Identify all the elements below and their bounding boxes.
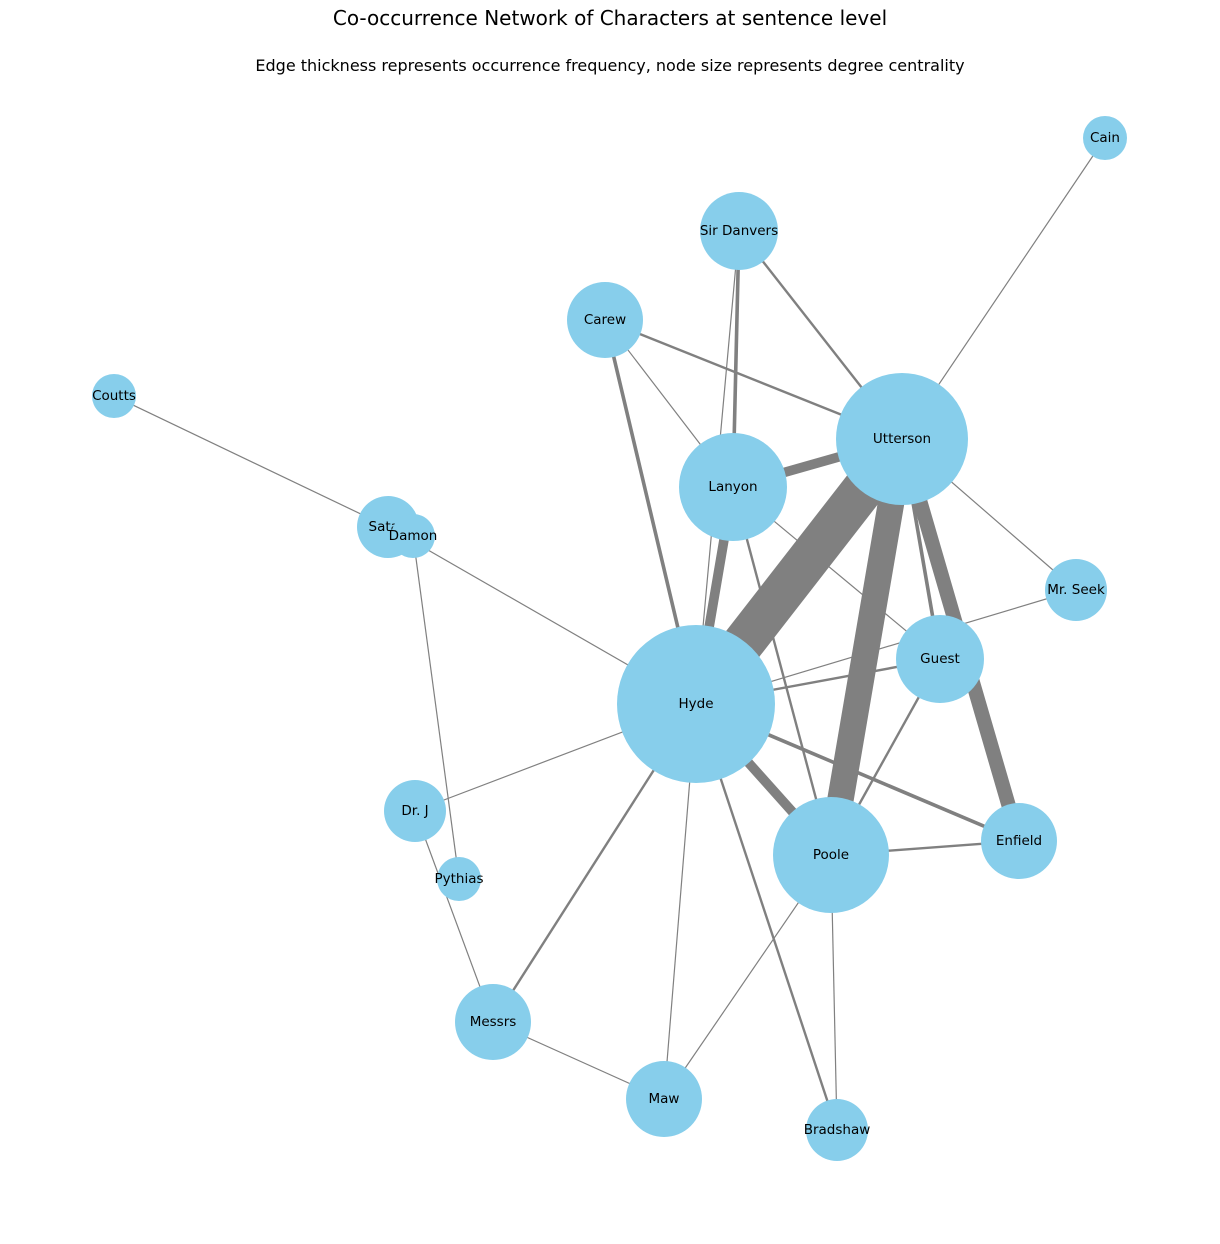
node-label-cain: Cain [1090,130,1120,146]
node-circle-enfield [981,803,1057,879]
chart-subtitle: Edge thickness represents occurrence fre… [255,56,965,75]
node-label-messrs: Messrs [470,1014,517,1030]
node-circle-poole [773,797,889,913]
node-carew: Carew [567,282,643,358]
node-circle-messrs [455,984,531,1060]
node-label-hyde: Hyde [678,696,713,712]
node-label-poole: Poole [813,847,849,863]
node-cain: Cain [1083,116,1127,160]
node-guest: Guest [896,615,984,703]
node-hyde: Hyde [617,625,775,783]
node-label-pythias: Pythias [434,871,483,887]
node-label-lanyon: Lanyon [708,479,757,495]
node-circle-sir_danvers [700,192,778,270]
node-utterson: Utterson [836,373,968,505]
node-circle-coutts [92,374,136,418]
node-label-coutts: Coutts [92,388,136,404]
node-circle-maw [626,1061,702,1137]
node-dr_j: Dr. J [384,780,446,842]
node-circle-utterson [836,373,968,505]
node-circle-damon [391,514,435,558]
node-circle-dr_j [384,780,446,842]
node-circle-mr_seek [1045,559,1107,621]
node-circle-bradshaw [806,1099,868,1161]
node-label-enfield: Enfield [996,833,1042,849]
node-sir_danvers: Sir Danvers [700,192,778,270]
edge-utterson-poole [817,436,916,858]
node-circle-carew [567,282,643,358]
node-poole: Poole [773,797,889,913]
node-label-damon: Damon [389,528,438,544]
node-circle-pythias [437,857,481,901]
node-label-dr_j: Dr. J [401,803,428,819]
node-pythias: Pythias [434,857,484,901]
edge-coutts-satan [113,395,389,528]
node-enfield: Enfield [981,803,1057,879]
node-label-sir_danvers: Sir Danvers [700,223,778,239]
node-messrs: Messrs [455,984,531,1060]
nodes-layer: Cain Sir Danvers Carew Coutts Utterson Lanyon… [92,116,1127,1161]
node-circle-lanyon [679,433,787,541]
node-label-maw: Maw [649,1091,680,1107]
node-bradshaw: Bradshaw [804,1099,871,1161]
node-label-utterson: Utterson [873,431,931,447]
node-circle-guest [896,615,984,703]
node-damon: Damon [389,514,438,558]
edge-damon-pythias [412,535,460,880]
node-circle-cain [1083,116,1127,160]
edge-lanyon-poole [731,486,833,856]
node-maw: Maw [626,1061,702,1137]
chart-title: Co-occurrence Network of Characters at s… [332,6,888,30]
node-circle-hyde [617,625,775,783]
node-label-bradshaw: Bradshaw [804,1122,871,1138]
node-coutts: Coutts [92,374,136,418]
node-lanyon: Lanyon [679,433,787,541]
node-label-carew: Carew [584,312,626,328]
node-label-mr_seek: Mr. Seek [1047,582,1105,598]
node-label-guest: Guest [920,651,960,667]
node-mr_seek: Mr. Seek [1045,559,1107,621]
